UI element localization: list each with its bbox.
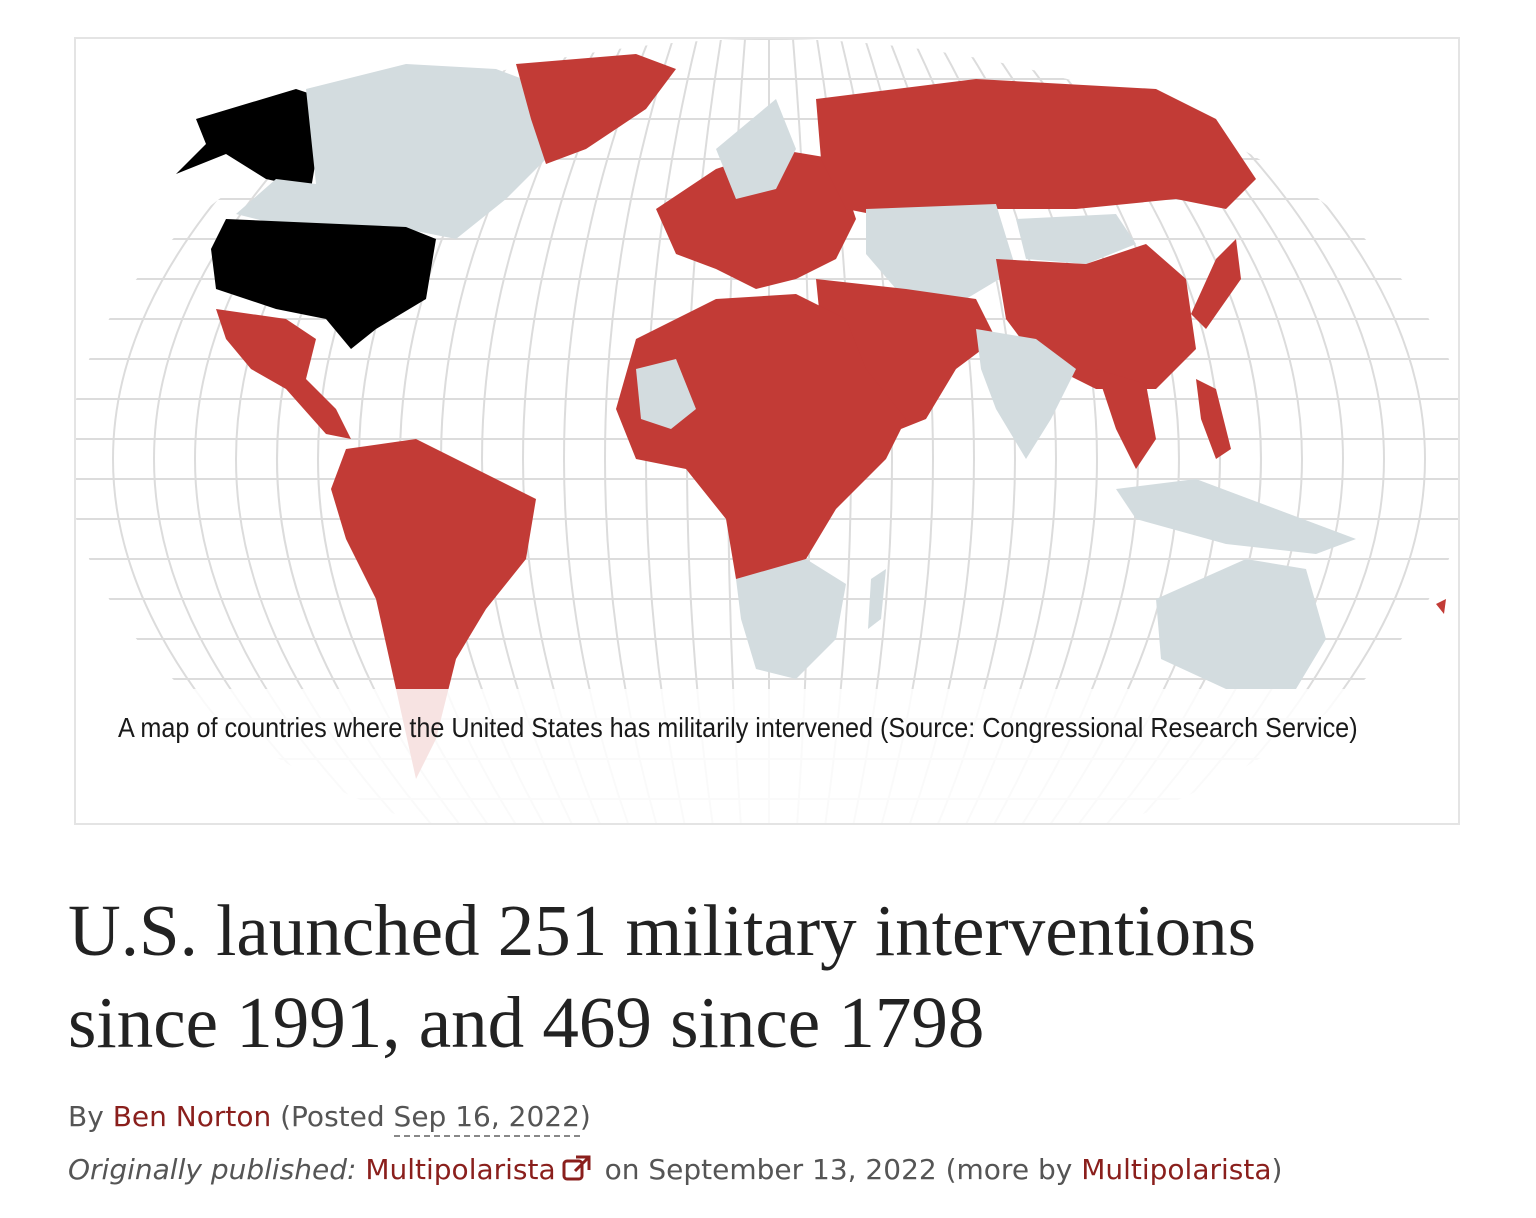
byline: By Ben Norton (Posted Sep 16, 2022) xyxy=(68,1100,591,1137)
greenland xyxy=(516,54,676,164)
original-publication: Originally published: Multipolarista on … xyxy=(68,1153,1282,1189)
author-link[interactable]: Ben Norton xyxy=(112,1100,272,1133)
by-prefix: By xyxy=(68,1100,104,1133)
source-link[interactable]: Multipolarista xyxy=(365,1153,556,1186)
south-america xyxy=(331,439,536,779)
title-line-1: U.S. launched 251 military interventions xyxy=(68,890,1257,971)
posted-suffix: ) xyxy=(579,1100,591,1133)
united-states xyxy=(211,219,436,349)
map-landmasses xyxy=(176,54,1446,779)
russia xyxy=(816,79,1256,219)
title-line-2: since 1991, and 469 since 1798 xyxy=(68,982,985,1063)
article-title: U.S. launched 251 military interventions… xyxy=(68,885,1488,1069)
mexico-central-america xyxy=(216,309,351,439)
more-by-link[interactable]: Multipolarista xyxy=(1081,1153,1272,1186)
indonesia xyxy=(1116,479,1356,554)
posted-prefix: (Posted xyxy=(280,1100,385,1133)
canada xyxy=(236,64,596,239)
originally-label: Originally published: xyxy=(68,1153,357,1186)
madagascar xyxy=(868,569,886,629)
australia xyxy=(1156,559,1326,689)
posted-date: Sep 16, 2022 xyxy=(393,1100,580,1137)
mongolia xyxy=(1016,214,1136,264)
europe xyxy=(656,149,856,289)
published-on: on September 13, 2022 (more by xyxy=(604,1153,1073,1186)
southeast-asia xyxy=(1096,369,1156,469)
africa-north xyxy=(616,294,906,579)
caption-overlay xyxy=(76,689,1458,823)
africa-west-unaffected xyxy=(636,359,696,429)
map-caption: A map of countries where the United Stat… xyxy=(118,712,1358,743)
japan xyxy=(1191,239,1241,329)
india xyxy=(976,329,1076,459)
external-link-icon[interactable] xyxy=(562,1154,592,1189)
alaska xyxy=(176,89,326,189)
central-asia xyxy=(866,204,1016,299)
africa-south xyxy=(736,559,846,679)
philippines xyxy=(1196,379,1231,459)
map-figure: A map of countries where the United Stat… xyxy=(74,37,1460,825)
more-suffix: ) xyxy=(1271,1153,1283,1186)
scandinavia xyxy=(716,99,796,199)
new-zealand xyxy=(1436,599,1446,614)
